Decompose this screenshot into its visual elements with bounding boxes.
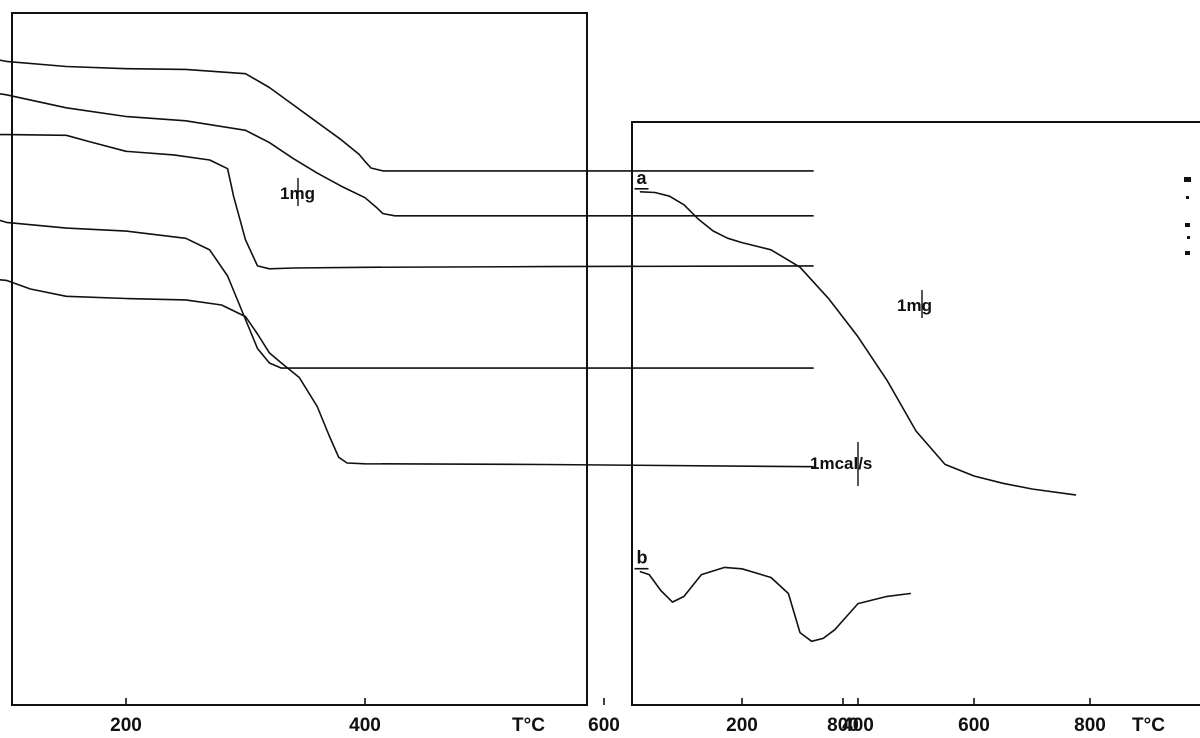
right-x-axis: 200 400 600 800 (726, 698, 1106, 736)
scan-speck (1186, 196, 1189, 199)
scan-speck (1185, 251, 1190, 255)
right-curve-a (639, 191, 1077, 496)
left-panel: abcde 200 400 600 800 1mg T°C (0, 12, 859, 736)
scan-speck (1185, 223, 1190, 227)
scan-speck (1187, 236, 1190, 239)
right-x-tick-label: 400 (842, 715, 874, 736)
right-x-axis-unit: T°C (1132, 715, 1165, 736)
right-curve-label-a: a (637, 168, 648, 188)
left-plot-frame (11, 12, 588, 706)
left-x-axis-unit: T°C (512, 715, 545, 736)
left-curve-a (0, 59, 814, 172)
right-x-tick-label: 200 (726, 715, 758, 736)
left-x-axis: 200 400 600 800 (110, 698, 859, 736)
left-x-tick-label: 200 (110, 715, 142, 736)
left-x-tick-label: 600 (588, 715, 620, 736)
left-curve-e (0, 278, 814, 468)
left-curve-b (0, 93, 814, 217)
right-scale-bar-heat: 1mcal/s (810, 442, 872, 486)
right-x-tick-label: 600 (958, 715, 990, 736)
right-x-tick-label: 800 (1074, 715, 1106, 736)
right-scale-bar-mass: 1mg (897, 290, 932, 318)
right-curve-label-b: b (637, 548, 648, 568)
right-scale-bar-heat-label: 1mcal/s (810, 454, 872, 473)
left-x-tick-label: 800 (827, 715, 859, 736)
right-curves: ab (634, 168, 1077, 643)
right-panel: ab 200 400 600 800 1mg 1mcal/s T°C (631, 121, 1200, 736)
left-curve-c (0, 133, 814, 270)
left-curves: abcde (0, 59, 814, 468)
left-scale-bar-label: 1mg (280, 184, 315, 203)
right-scale-bar-mass-label: 1mg (897, 296, 932, 315)
left-scale-bar: 1mg (280, 178, 315, 206)
scan-speck (1184, 177, 1191, 182)
left-x-tick-label: 400 (349, 715, 381, 736)
right-plot-frame (631, 121, 1200, 706)
scan-specks (1184, 177, 1191, 255)
right-curve-b (639, 566, 911, 643)
left-curve-d (0, 219, 814, 369)
